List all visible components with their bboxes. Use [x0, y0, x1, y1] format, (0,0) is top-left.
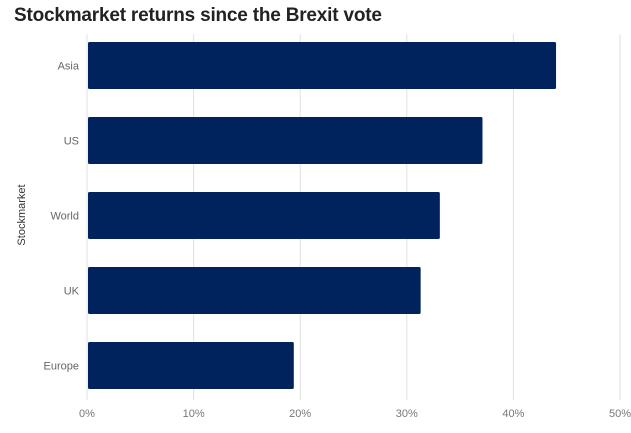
- category-label: US: [64, 136, 79, 148]
- chart-title: Stockmarket returns since the Brexit vot…: [14, 5, 382, 26]
- y-axis-title: Stockmarket: [16, 184, 28, 245]
- x-tick-label: 50%: [609, 408, 631, 420]
- category-label: UK: [64, 286, 80, 298]
- category-label: Europe: [44, 361, 79, 373]
- bar-europe: [88, 342, 294, 389]
- category-label: World: [50, 211, 79, 223]
- bar-uk: [88, 267, 421, 314]
- x-tick-label: 40%: [502, 408, 524, 420]
- x-tick-label: 20%: [289, 408, 311, 420]
- x-tick-label: 10%: [183, 408, 205, 420]
- bar-us: [88, 117, 483, 164]
- category-label: Asia: [58, 61, 80, 73]
- bar-asia: [88, 42, 557, 89]
- x-tick-label: 30%: [396, 408, 418, 420]
- bar-world: [88, 192, 440, 239]
- x-tick-label: 0%: [79, 408, 95, 420]
